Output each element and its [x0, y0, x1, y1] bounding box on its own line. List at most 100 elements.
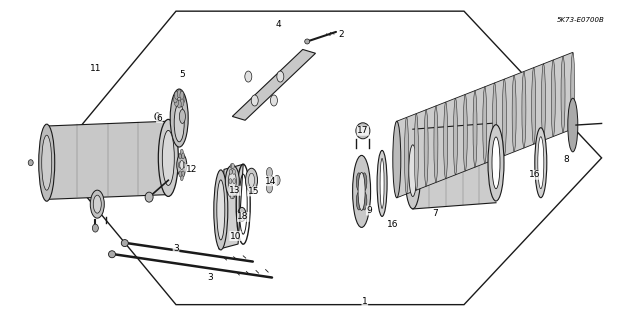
Text: 4: 4: [276, 20, 281, 29]
Ellipse shape: [248, 173, 255, 187]
Ellipse shape: [538, 137, 544, 189]
Text: 11: 11: [90, 64, 102, 73]
Ellipse shape: [568, 98, 578, 152]
Ellipse shape: [246, 168, 257, 192]
Text: 12: 12: [186, 165, 197, 174]
Ellipse shape: [473, 91, 477, 167]
Ellipse shape: [512, 75, 516, 152]
Ellipse shape: [356, 173, 362, 191]
Ellipse shape: [492, 137, 500, 189]
Ellipse shape: [414, 114, 419, 190]
Ellipse shape: [225, 165, 239, 197]
Ellipse shape: [122, 240, 128, 247]
Ellipse shape: [232, 164, 234, 168]
Ellipse shape: [232, 169, 236, 174]
Ellipse shape: [90, 190, 104, 218]
Ellipse shape: [179, 162, 181, 168]
Text: 16: 16: [529, 170, 541, 179]
Ellipse shape: [424, 110, 428, 186]
Text: 10: 10: [230, 232, 241, 241]
Ellipse shape: [179, 109, 186, 123]
Ellipse shape: [177, 154, 187, 176]
Ellipse shape: [228, 171, 236, 191]
Ellipse shape: [230, 164, 233, 168]
Ellipse shape: [177, 90, 181, 98]
Text: 3: 3: [207, 273, 212, 282]
Ellipse shape: [42, 135, 52, 190]
Ellipse shape: [277, 71, 284, 82]
Ellipse shape: [93, 195, 101, 213]
Ellipse shape: [502, 79, 506, 156]
Ellipse shape: [145, 192, 153, 202]
Ellipse shape: [179, 153, 182, 159]
Ellipse shape: [377, 151, 387, 216]
Text: 7: 7: [433, 209, 438, 218]
Text: 5: 5: [180, 70, 185, 79]
Ellipse shape: [180, 160, 184, 169]
Ellipse shape: [444, 102, 448, 179]
Ellipse shape: [179, 171, 182, 177]
Text: 13: 13: [229, 186, 241, 195]
Ellipse shape: [532, 68, 536, 144]
Polygon shape: [47, 121, 168, 199]
Polygon shape: [397, 52, 573, 198]
Ellipse shape: [230, 194, 233, 199]
Ellipse shape: [180, 99, 184, 107]
Ellipse shape: [252, 95, 258, 106]
Ellipse shape: [109, 251, 115, 258]
Text: 2: 2: [339, 30, 344, 39]
Ellipse shape: [232, 194, 234, 199]
Ellipse shape: [182, 171, 184, 177]
Text: 17: 17: [357, 126, 369, 135]
Text: 6: 6: [157, 114, 162, 122]
Ellipse shape: [92, 224, 99, 232]
Ellipse shape: [393, 121, 401, 198]
Ellipse shape: [174, 104, 184, 142]
Ellipse shape: [232, 188, 236, 193]
Ellipse shape: [38, 124, 55, 201]
Ellipse shape: [483, 87, 487, 163]
Ellipse shape: [163, 130, 174, 185]
Polygon shape: [219, 164, 243, 249]
Ellipse shape: [28, 160, 33, 166]
Ellipse shape: [233, 179, 236, 184]
Ellipse shape: [535, 128, 547, 198]
Text: 16: 16: [387, 220, 399, 229]
Ellipse shape: [541, 64, 545, 140]
Text: 5K73-E0700B: 5K73-E0700B: [557, 17, 605, 23]
Ellipse shape: [380, 159, 384, 208]
Ellipse shape: [454, 98, 458, 175]
Text: 18: 18: [237, 212, 249, 221]
Ellipse shape: [217, 180, 225, 240]
Ellipse shape: [493, 83, 497, 160]
Ellipse shape: [409, 145, 417, 197]
Ellipse shape: [177, 100, 181, 108]
Ellipse shape: [180, 175, 183, 181]
Ellipse shape: [180, 149, 183, 155]
Ellipse shape: [362, 173, 367, 191]
Ellipse shape: [356, 192, 362, 210]
Ellipse shape: [175, 91, 179, 99]
Ellipse shape: [175, 99, 179, 107]
Text: 1: 1: [362, 297, 367, 306]
Ellipse shape: [229, 179, 232, 184]
Ellipse shape: [463, 94, 467, 171]
Ellipse shape: [305, 39, 310, 44]
Ellipse shape: [356, 123, 370, 139]
Ellipse shape: [395, 121, 399, 198]
Ellipse shape: [182, 153, 184, 159]
Ellipse shape: [362, 192, 367, 210]
Text: 8: 8: [564, 155, 569, 164]
Ellipse shape: [245, 71, 252, 82]
Ellipse shape: [488, 125, 504, 201]
Ellipse shape: [404, 117, 408, 194]
Ellipse shape: [266, 167, 273, 177]
Ellipse shape: [229, 188, 232, 193]
Ellipse shape: [266, 183, 273, 193]
Ellipse shape: [571, 52, 575, 129]
Polygon shape: [413, 123, 496, 209]
Text: 15: 15: [248, 187, 259, 196]
Ellipse shape: [274, 175, 280, 185]
Ellipse shape: [353, 155, 371, 227]
Ellipse shape: [214, 170, 228, 250]
